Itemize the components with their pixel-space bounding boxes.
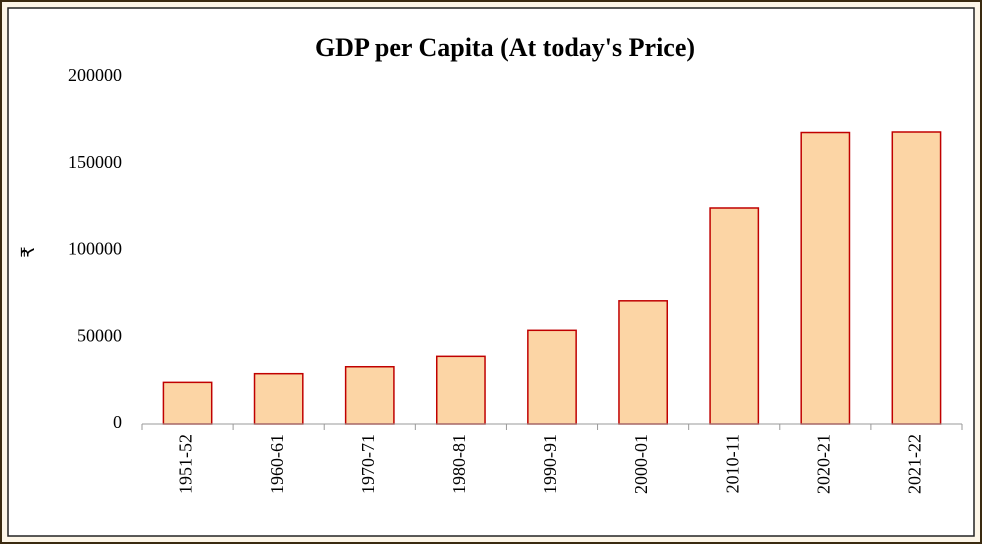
x-tick-label: 2010-11 <box>722 434 742 493</box>
x-tick-label: 2000-01 <box>631 434 651 494</box>
y-tick-label: 50000 <box>77 325 122 345</box>
x-tick-label: 2021-22 <box>905 434 925 494</box>
bar <box>344 365 395 425</box>
y-tick-label: 0 <box>113 412 122 432</box>
x-tick-label: 2020-21 <box>813 434 833 494</box>
bar <box>709 207 760 425</box>
y-tick-label: 150000 <box>68 152 122 172</box>
y-axis-label: ₹ <box>18 246 38 257</box>
bar <box>800 131 851 425</box>
x-tick-label: 1951-52 <box>176 434 196 494</box>
y-tick-label: 100000 <box>68 239 122 259</box>
x-tick-label: 1970-71 <box>358 434 378 494</box>
bar <box>618 300 669 425</box>
bar <box>527 329 577 425</box>
y-tick-label: 200000 <box>68 65 122 85</box>
x-tick-label: 1980-81 <box>449 434 469 494</box>
chart-title: GDP per Capita (At today's Price) <box>315 33 695 62</box>
bar <box>891 131 942 425</box>
bar <box>435 355 486 425</box>
bar <box>253 372 304 425</box>
x-tick-label: 1960-61 <box>267 434 287 494</box>
x-tick-label: 1990-91 <box>540 434 560 494</box>
bar <box>162 381 213 425</box>
